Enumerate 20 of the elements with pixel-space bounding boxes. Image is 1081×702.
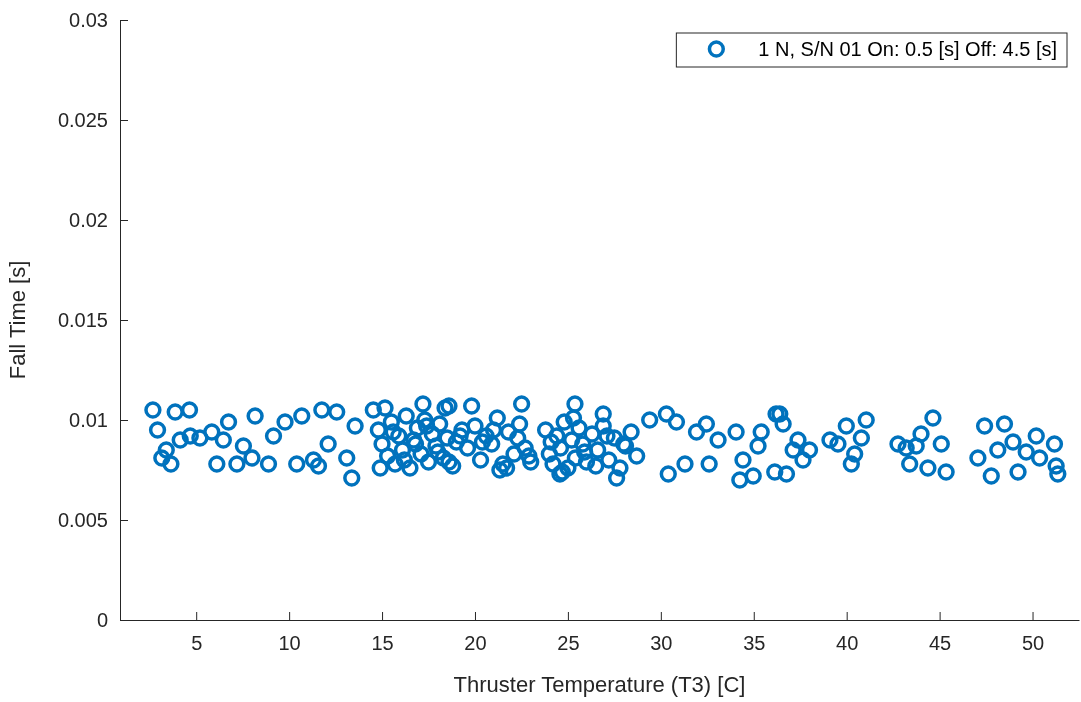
y-tick-label: 0.03 xyxy=(69,8,108,31)
x-tick-label: 40 xyxy=(836,632,859,654)
x-tick-label: 15 xyxy=(371,632,394,654)
y-tick-label: 0.005 xyxy=(57,508,108,531)
y-tick-label: 0 xyxy=(96,608,108,631)
x-tick-label: 30 xyxy=(650,632,673,654)
x-tick-label: 25 xyxy=(557,632,580,654)
x-tick-label: 20 xyxy=(464,632,487,654)
x-tick-label: 10 xyxy=(278,632,301,654)
y-axis-title: Fall Time [s] xyxy=(5,260,30,380)
y-tick-label: 0.01 xyxy=(69,408,108,431)
x-tick-label: 5 xyxy=(191,632,203,654)
legend-label: 1 N, S/N 01 On: 0.5 [s] Off: 4.5 [s] xyxy=(758,38,1057,60)
y-tick-label: 0.025 xyxy=(57,108,108,131)
y-tick-label: 0.02 xyxy=(69,208,108,231)
x-axis-title: Thruster Temperature (T3) [C] xyxy=(453,672,746,697)
y-tick-label: 0.015 xyxy=(57,308,108,331)
x-tick-label: 35 xyxy=(743,632,766,654)
x-tick-label: 50 xyxy=(1021,632,1045,654)
x-tick-label: 45 xyxy=(928,632,952,654)
